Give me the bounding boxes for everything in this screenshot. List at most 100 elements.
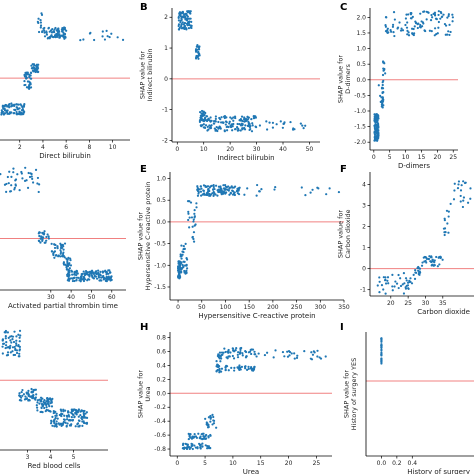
data-point [10,335,13,338]
data-point [4,337,7,340]
data-point [228,122,231,125]
data-point [5,182,8,186]
data-point [380,337,383,340]
data-point [78,419,81,423]
data-point [54,26,57,30]
data-point [205,437,208,440]
data-point [230,117,233,120]
data-point [18,336,21,339]
data-point [65,29,68,32]
data-point [79,410,82,413]
data-point [4,346,7,350]
data-point [411,32,414,35]
data-point [419,12,422,15]
data-point [66,279,69,282]
data-point [62,408,65,411]
data-point [382,67,385,70]
data-point [185,263,188,266]
data-point [73,416,76,419]
data-point [252,117,255,120]
data-point [179,253,182,256]
y-tick-label: -1 [162,107,168,114]
x-tick-label: 0.4 [408,460,418,467]
data-point [191,236,194,239]
data-point [70,416,73,419]
data-point [200,115,203,118]
data-point [81,278,85,281]
data-point [180,11,183,15]
data-point [239,348,242,351]
data-point [457,180,461,183]
data-point [59,255,62,258]
data-point [9,351,12,354]
y-tick-label: 0.2 [156,376,166,383]
data-point [202,126,205,129]
data-point [177,15,180,19]
x-tick-label: 50 [198,304,206,311]
data-point [27,389,30,393]
data-point [30,67,33,70]
y-tick-label: -1.5 [354,124,366,131]
data-point [192,237,195,241]
data-point [386,276,390,279]
data-point [188,226,191,229]
data-point [420,264,424,267]
data-point [443,22,447,26]
data-point [43,31,46,34]
data-point [217,185,221,188]
data-point [55,253,58,257]
data-point [202,189,205,192]
data-point [30,390,33,393]
data-point [466,201,470,204]
panel-6: 20 25 30 35 -1 0 1 2 3 4 Carbon dioxide SHAP value … [337,164,474,316]
data-point [380,357,383,360]
x-axis-label: History of surgery [407,468,470,474]
data-point [29,83,32,86]
data-point [225,125,228,129]
data-point [224,183,227,187]
data-point [188,23,191,27]
data-point [217,365,220,369]
data-point [263,353,267,357]
data-point [469,187,472,190]
data-point [412,33,415,37]
x-tick-label: 5 [203,460,207,467]
data-point [378,280,381,283]
data-point [39,19,42,22]
data-point [266,128,269,131]
data-point [67,419,71,422]
data-point [373,130,376,133]
data-point [66,258,69,261]
data-point [206,193,209,197]
data-point [52,411,55,415]
data-point [76,272,79,275]
x-tick-label: 0 [176,304,180,311]
data-point [31,181,35,184]
x-tick-label: 25 [313,460,321,467]
data-point [46,233,49,236]
data-point [30,77,33,80]
data-point [36,65,39,68]
data-point [188,17,191,20]
data-point [68,269,71,272]
data-point [412,273,415,277]
data-point [459,194,462,198]
data-point [213,122,216,125]
data-point [393,285,396,288]
data-point [36,182,39,185]
data-point [183,260,186,263]
data-point [0,109,3,112]
x-axis-label: Direct bilirubin [39,152,91,160]
data-point [224,368,227,372]
data-point [0,173,2,176]
data-point [397,273,400,277]
data-point [328,187,331,190]
data-point [182,442,185,445]
data-point [92,277,95,280]
x-tick-label: 20 [434,154,442,161]
data-point [309,357,312,360]
data-point [391,289,394,292]
data-point [399,284,403,288]
data-point [256,183,259,187]
data-point [443,227,447,230]
